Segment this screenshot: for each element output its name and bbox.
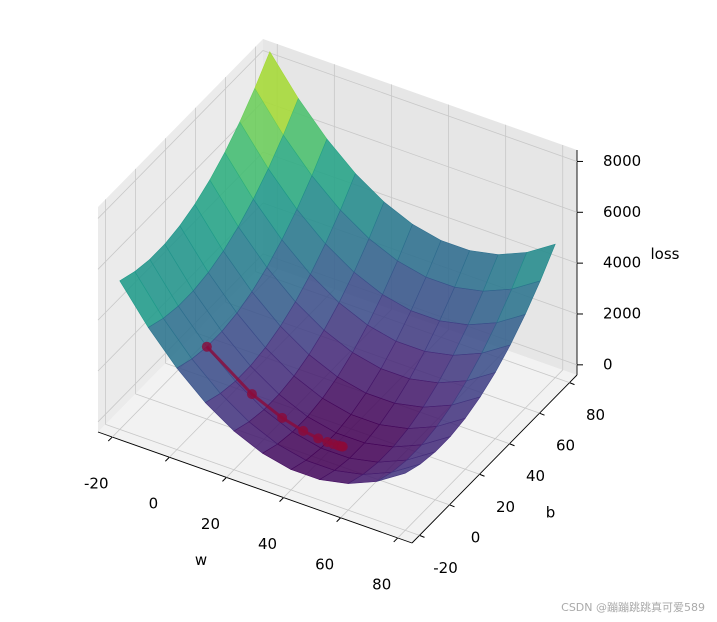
tick-mark [279, 497, 284, 502]
w-tick-label: 80 [372, 575, 391, 593]
z-tick-label: 8000 [603, 152, 641, 170]
grid-line [262, 50, 578, 162]
b-tick-label: 40 [526, 467, 545, 485]
tick-mark [336, 517, 341, 523]
b-tick-label: 0 [471, 528, 481, 546]
tick-mark [449, 504, 455, 508]
grid-line [97, 50, 264, 219]
b-tick-label: 60 [556, 437, 575, 455]
b-tick-label: 20 [496, 498, 515, 516]
tick-mark [419, 534, 425, 538]
b-tick-label: -20 [433, 559, 458, 577]
tick-mark [165, 456, 170, 462]
surface-patch [376, 463, 421, 482]
descent-point [277, 412, 288, 423]
tick-mark [539, 412, 545, 416]
w-tick-label: 20 [201, 515, 220, 533]
descent-point [337, 441, 348, 452]
tick-mark [393, 537, 399, 543]
descent-point [298, 425, 309, 436]
grid-line [97, 101, 264, 270]
tick-mark [222, 477, 227, 482]
w-axis-label: w [195, 551, 207, 569]
z-tick-label: 0 [603, 355, 613, 373]
b-axis-label: b [546, 504, 556, 522]
z-axis-label: loss [651, 245, 680, 263]
grid-line [262, 100, 578, 213]
descent-point [313, 433, 324, 444]
z-tick-label: 4000 [603, 254, 641, 272]
watermark: CSDN @蹦蹦跳跳真可爱589 [561, 600, 705, 614]
z-tick-label: 6000 [603, 203, 641, 221]
tick-mark [569, 382, 575, 386]
descent-point [246, 389, 257, 400]
tick-mark [509, 443, 515, 447]
tick-mark [479, 473, 485, 477]
b-axis-line [411, 374, 578, 544]
grid-line [397, 369, 564, 539]
z-tick-label: 2000 [603, 304, 641, 322]
w-tick-label: 40 [258, 535, 277, 553]
w-tick-label: 0 [149, 495, 159, 513]
w-tick-label: -20 [84, 475, 109, 493]
tick-mark [107, 436, 113, 442]
descent-point [201, 341, 212, 352]
w-axis-line [97, 431, 413, 544]
grid-line [105, 423, 420, 536]
b-tick-label: 80 [586, 406, 605, 424]
w-tick-label: 60 [315, 555, 334, 573]
